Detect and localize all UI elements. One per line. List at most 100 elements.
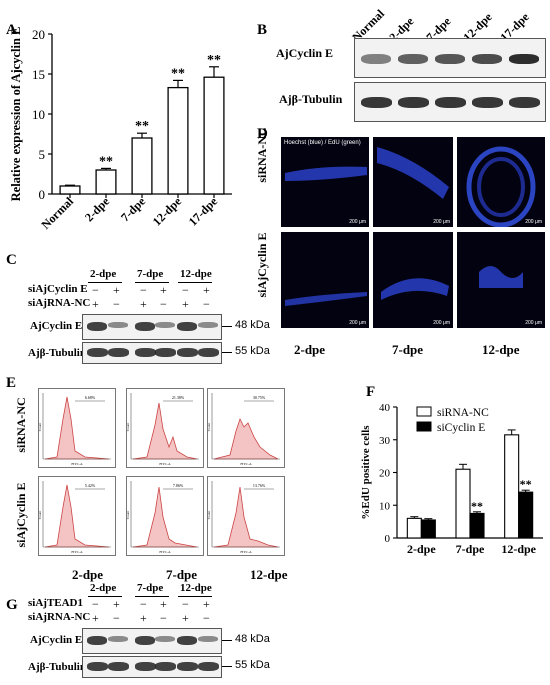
kda-label-2: 55 kDa — [235, 345, 270, 357]
y-tick-label: 20 — [32, 27, 45, 42]
kda-tick-2 — [222, 352, 232, 353]
micrograph-tissue — [285, 292, 367, 306]
group-underline — [178, 596, 212, 597]
panel-e-col-label-3: 12-dpe — [250, 567, 288, 582]
x-tick-label: 7-dpe — [118, 194, 149, 225]
sign-row2: − — [160, 611, 167, 625]
histogram-curve — [132, 402, 198, 460]
y-axis-label: Count — [127, 423, 130, 432]
panel-e-col-label-1: 2-dpe — [72, 567, 104, 582]
band-cyclin — [177, 636, 197, 645]
x-tick-label: 2-dpe — [82, 194, 113, 225]
bar — [95, 169, 117, 195]
gate-label: 5.42% — [85, 483, 96, 488]
group-label: 12-dpe — [180, 268, 212, 280]
band-cyclin — [87, 636, 107, 645]
legend-swatch — [416, 406, 432, 417]
scale-bar-label: 200 μm — [433, 320, 450, 326]
x-axis-label: FITC-A — [71, 462, 83, 466]
panel-label-c: C — [6, 252, 17, 268]
band-cyclin — [435, 54, 465, 64]
group-underline — [135, 596, 169, 597]
significance-mark: ** — [520, 477, 532, 491]
scale-bar-label: 200 μm — [525, 320, 542, 326]
sign-row1: − — [182, 283, 189, 297]
kda-tick-1 — [222, 640, 232, 641]
gate-label: 6.68% — [85, 395, 96, 400]
sign-row2: − — [113, 297, 120, 311]
row-label-2: siAjRNA-NC — [28, 297, 91, 309]
bar — [469, 512, 485, 539]
group-label: 2-dpe — [90, 268, 117, 280]
flow-plot: 6.68% FITC-A Count — [38, 393, 111, 466]
group-label: 2-dpe — [90, 582, 117, 594]
bar — [455, 468, 471, 539]
band-cyclin — [155, 322, 175, 328]
band-tubulin — [198, 662, 219, 671]
panel-d-row-label-1: siRNA-NC — [255, 127, 269, 183]
y-tick-label: 0 — [39, 187, 46, 202]
x-tick-label: 12-dpe — [501, 542, 536, 556]
row-label-2: siAjRNA-NC — [28, 611, 91, 623]
sign-row1: − — [140, 597, 147, 611]
gate-label: 13.76% — [253, 483, 266, 488]
sign-row2: − — [203, 297, 210, 311]
flow-plot: 30.75% FITC-A Count — [207, 393, 280, 466]
sign-row1: − — [92, 597, 99, 611]
bar — [167, 86, 189, 195]
group-label: 7-dpe — [137, 582, 164, 594]
chart-a: 0 5 10 15 20 Relative expression of Ajcyclin … — [9, 27, 232, 232]
flow-histogram: 7.86% FITC-A Count — [126, 476, 204, 556]
y-tick-label: 10 — [379, 500, 391, 512]
significance-mark: ** — [171, 66, 185, 81]
y-axis-label: Count — [39, 511, 42, 520]
chart-f: 0 10 20 30 40 %EdU positive cells 2-dpe ** 7-dpe… — [360, 402, 543, 556]
band-cyclin — [155, 636, 175, 642]
sign-row2: + — [92, 297, 99, 311]
micrograph: 200 μm — [281, 137, 369, 227]
y-tick-label: 40 — [379, 402, 391, 414]
blot-cyclin — [82, 314, 222, 340]
flow-histogram: 13.76% FITC-A Count — [207, 476, 285, 556]
band-tubulin — [155, 348, 176, 357]
sign-row1: − — [92, 283, 99, 297]
band-tubulin — [135, 662, 156, 671]
y-tick-label: 5 — [39, 147, 46, 162]
panel-label-g: G — [6, 597, 18, 613]
kda-label-1: 48 kDa — [235, 633, 270, 645]
micrograph-tissue — [377, 147, 449, 199]
scale-bar-label: 200 μm — [525, 219, 542, 225]
sign-row1: + — [113, 597, 120, 611]
band-tubulin — [135, 348, 156, 357]
bar — [504, 434, 520, 539]
y-tick-label: 15 — [32, 67, 45, 82]
y-tick-label: 30 — [379, 435, 391, 447]
tissue — [381, 278, 449, 300]
sign-row1: + — [160, 597, 167, 611]
band-tubulin — [509, 97, 540, 108]
band-cyclin — [398, 54, 428, 64]
group-underline — [135, 282, 169, 283]
y-axis-label: %EdU positive cells — [360, 425, 372, 520]
sign-row1: + — [160, 283, 167, 297]
panel-label-a: A — [6, 22, 17, 38]
bar — [518, 491, 534, 539]
x-tick-label: 2-dpe — [407, 542, 436, 556]
sign-row2: + — [140, 297, 147, 311]
micrograph-tissue — [479, 266, 523, 288]
panel-label-d: D — [257, 126, 268, 142]
flow-plot: 21.38% FITC-A Count — [126, 393, 199, 466]
x-axis-label: FITC-A — [240, 462, 252, 466]
y-tick-label: 0 — [385, 533, 391, 545]
group-underline — [88, 596, 122, 597]
kda-label-2: 55 kDa — [235, 659, 270, 671]
y-axis-label: Count — [127, 511, 130, 520]
micrograph: 200 μm — [281, 232, 369, 328]
micrograph-tissue — [285, 166, 367, 181]
sign-row2: − — [160, 297, 167, 311]
scale-bar-label: 200 μm — [349, 219, 366, 225]
band-cyclin — [177, 322, 197, 331]
tissue — [377, 147, 449, 199]
row-label-1: siAjCyclin E — [28, 283, 88, 295]
panel-label-e: E — [6, 375, 17, 391]
